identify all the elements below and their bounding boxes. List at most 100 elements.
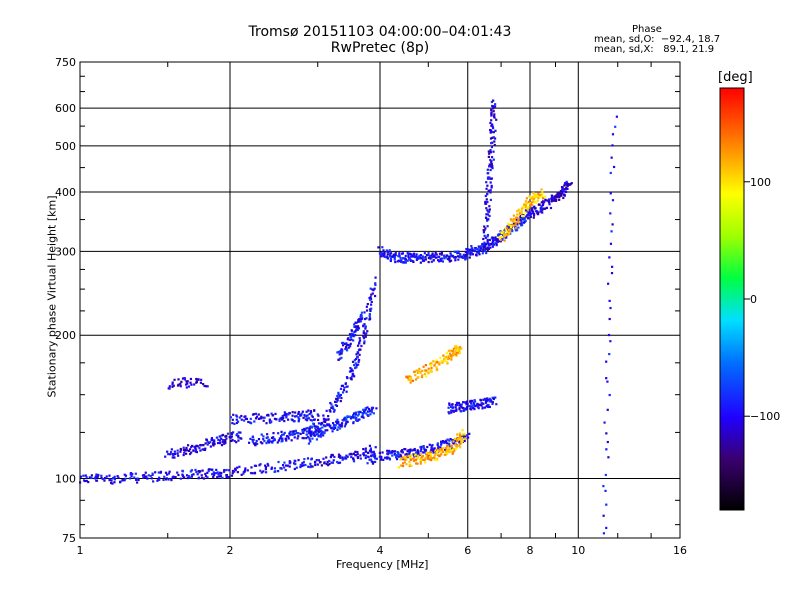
data-point [388,457,391,460]
data-point [322,414,325,417]
data-point [230,474,233,477]
data-point [416,449,419,452]
data-point [217,475,220,478]
data-point [555,195,558,199]
data-point [470,247,474,250]
data-point [468,404,471,408]
data-point [355,329,358,332]
data-point [475,248,478,251]
data-point [470,408,473,411]
data-point [223,468,226,472]
data-point [239,431,242,434]
data-point [257,413,260,416]
data-point [408,454,411,457]
data-point [262,470,265,473]
data-point [374,282,377,285]
data-point [357,319,360,322]
data-point [436,443,439,446]
data-point [422,451,425,454]
data-point [567,183,571,186]
data-point [205,438,208,442]
data-point [488,163,491,166]
data-point [470,399,474,403]
data-point [356,414,360,417]
data-point [422,257,425,260]
data-point [341,419,344,422]
data-point [353,363,356,367]
data-point [254,442,257,445]
data-point [210,468,213,471]
data-point [378,451,382,454]
data-point [220,437,223,440]
data-point [336,398,339,401]
data-point [445,355,448,359]
data-point [337,420,340,424]
data-point [490,130,493,134]
data-point [570,182,573,185]
data-point [275,418,278,421]
data-point [487,403,490,407]
data-point [426,457,429,460]
data-point [225,476,228,479]
data-point [121,479,125,482]
data-point [564,183,567,186]
data-point [453,250,456,253]
y-tick-label: 75 [62,532,76,545]
data-point [424,454,427,458]
data-point [565,180,568,184]
data-point [400,455,403,458]
data-point [353,333,356,337]
data-point [491,167,494,170]
x-axis-label: Frequency [MHz] [336,558,429,571]
data-point [322,420,326,423]
data-point [273,470,276,474]
data-point [425,451,428,454]
data-point [334,423,337,427]
data-point [337,453,341,456]
data-point [399,464,403,467]
data-point [306,414,309,417]
data-point [279,435,283,438]
data-point [197,470,200,473]
data-point [427,372,430,375]
data-point [130,475,133,478]
data-point [254,417,258,420]
data-point [382,458,385,461]
data-point [460,410,463,413]
data-point [507,233,511,236]
data-point [526,202,529,205]
data-point [182,453,185,457]
data-point [369,303,373,306]
data-point [369,449,373,452]
data-point [556,195,559,198]
data-point [354,366,357,370]
data-point [302,461,305,464]
data-point [324,424,327,427]
data-point [335,420,338,423]
data-point [529,203,533,206]
data-point [520,210,523,213]
data-point [412,453,416,456]
data-point [313,434,316,437]
data-point [518,218,521,221]
data-point [453,437,457,441]
data-point [486,193,489,196]
data-point [327,415,330,418]
data-point [88,476,91,479]
data-point [327,464,330,467]
data-point [485,187,488,190]
data-point [369,413,372,416]
data-point [314,426,317,430]
data-point [404,448,407,451]
data-point [431,457,434,460]
data-point [366,406,369,409]
data-point [455,351,458,355]
data-point [455,346,458,349]
data-point [466,433,469,437]
data-point [368,296,371,300]
data-point [288,465,291,468]
data-point [414,459,418,462]
data-point [373,457,377,460]
data-point [207,441,210,445]
data-point [323,462,326,465]
